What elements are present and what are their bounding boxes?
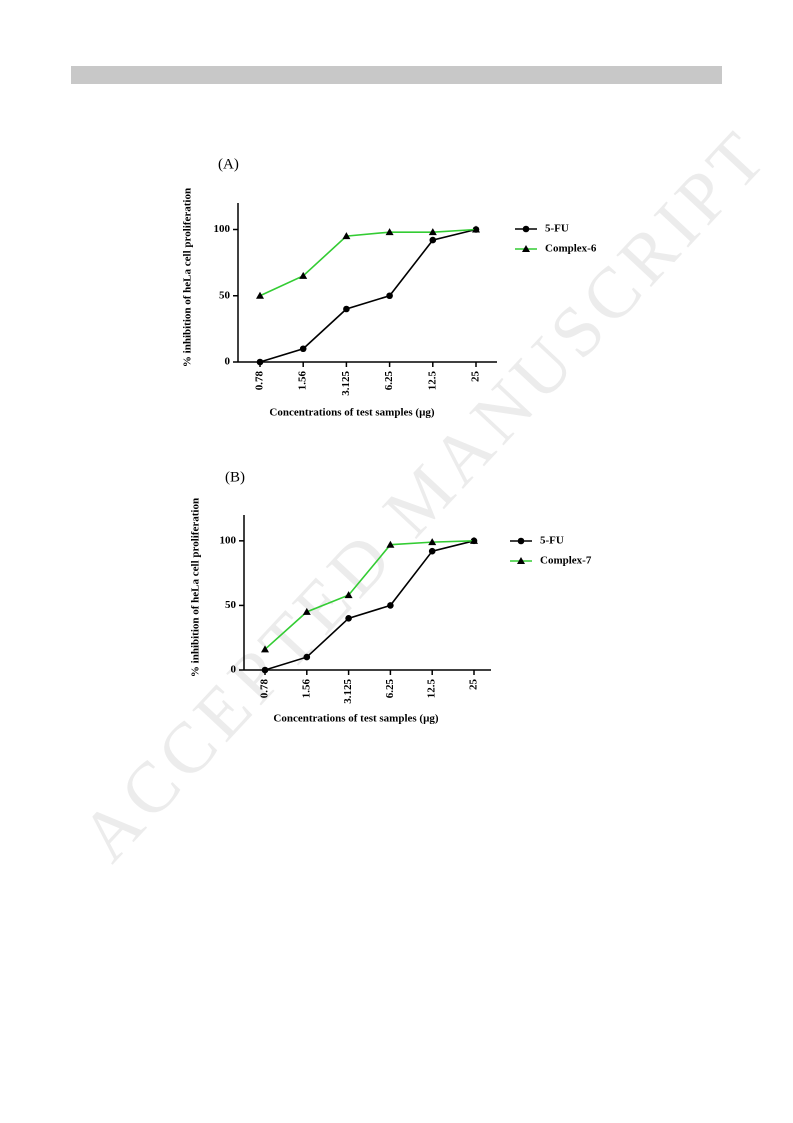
x-tick-label: 3.125 (342, 679, 354, 704)
data-point (303, 653, 311, 661)
y-tick-label: 0 (231, 664, 237, 676)
data-point (470, 536, 478, 544)
data-point (345, 615, 352, 622)
data-point (261, 645, 269, 653)
watermark: ACCEPTED MANUSCRIPT (65, 114, 784, 877)
y-tick-label: 100 (220, 534, 237, 546)
data-point (385, 228, 394, 236)
data-point (428, 547, 436, 555)
legend-marker (517, 537, 525, 545)
data-point (256, 291, 264, 299)
data-point (428, 228, 437, 236)
legend-marker (522, 245, 530, 252)
x-tick-label: 6.25 (384, 679, 396, 699)
x-tick-label: 12.5 (426, 371, 438, 391)
x-tick-label: 1.56 (300, 679, 312, 699)
y-tick-label: 50 (225, 599, 237, 611)
x-tick-label: 25 (468, 679, 480, 691)
data-point (261, 666, 269, 674)
y-axis-label: % inhibition of heLa cell proliferation (182, 188, 194, 367)
data-point (344, 591, 353, 599)
data-point (387, 602, 394, 609)
legend-marker (517, 557, 525, 564)
data-point (256, 358, 264, 366)
y-axis-label: % inhibition of heLa cell proliferation (190, 498, 202, 677)
x-tick-label: 0.78 (254, 371, 266, 391)
x-tick-label: 25 (470, 371, 482, 383)
data-point (342, 232, 351, 240)
series-line (259, 228, 477, 297)
legend-label: 5-FU (540, 535, 564, 547)
y-tick-label: 50 (219, 289, 231, 301)
data-point (386, 540, 395, 548)
y-tick-label: 0 (225, 356, 231, 368)
legend-label: Complex-7 (540, 555, 592, 567)
x-tick-label: 0.78 (259, 679, 271, 699)
data-point (302, 607, 311, 615)
series-line (264, 540, 475, 671)
x-axis-label: Concentrations of test samples (µg) (273, 713, 439, 725)
data-point (386, 292, 393, 300)
header-bar (71, 66, 722, 84)
series-line (259, 228, 477, 363)
x-axis-label: Concentrations of test samples (µg) (269, 407, 435, 419)
data-point (429, 236, 437, 244)
legend-label: 5-FU (545, 223, 569, 235)
legend-label: Complex-6 (545, 243, 597, 255)
data-point (343, 305, 350, 313)
data-point (472, 225, 480, 233)
chart-title: (B) (225, 469, 245, 485)
y-tick-label: 100 (214, 223, 231, 235)
data-point (299, 345, 307, 353)
x-tick-label: 3.125 (340, 371, 352, 396)
chart-title: (A) (218, 156, 239, 172)
data-point (299, 271, 308, 279)
series-line (264, 540, 475, 650)
x-tick-label: 1.56 (297, 371, 309, 391)
legend-marker (522, 225, 530, 233)
x-tick-label: 12.5 (426, 679, 438, 699)
x-tick-label: 6.25 (383, 371, 395, 391)
data-point (428, 538, 437, 546)
